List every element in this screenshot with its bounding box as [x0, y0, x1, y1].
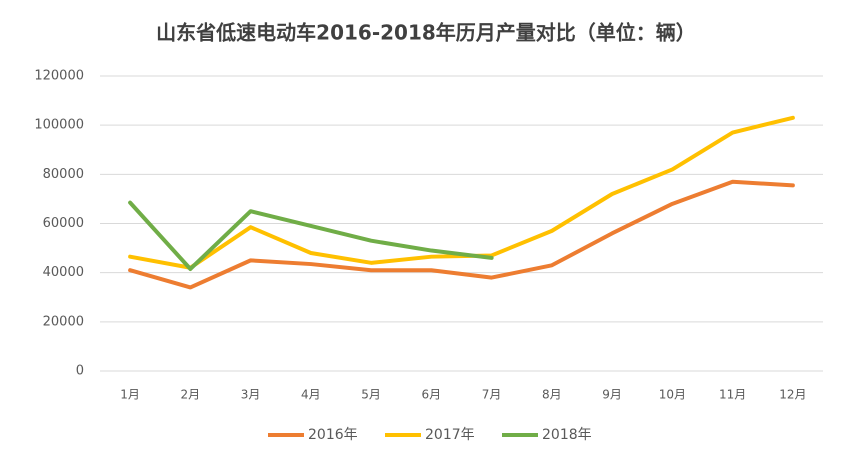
y-tick-label: 80000 — [43, 167, 84, 182]
chart-title: 山东省低速电动车2016-2018年历月产量对比（单位：辆） — [156, 21, 696, 45]
y-tick-label: 120000 — [34, 69, 84, 84]
y-tick-label: 0 — [76, 364, 84, 379]
legend-label: 2017年 — [425, 427, 475, 443]
series-line — [128, 200, 494, 271]
y-tick-label: 20000 — [43, 314, 84, 329]
x-tick-label: 3月 — [241, 388, 261, 402]
legend-label: 2018年 — [542, 427, 592, 443]
x-tick-label: 12月 — [779, 388, 806, 402]
y-tick-label: 100000 — [34, 118, 84, 133]
y-tick-label: 60000 — [43, 216, 84, 231]
x-tick-label: 6月 — [422, 388, 442, 402]
x-tick-label: 5月 — [361, 388, 381, 402]
x-tick-label: 10月 — [659, 388, 686, 402]
x-tick-label: 9月 — [602, 388, 622, 402]
y-tick-label: 40000 — [43, 265, 84, 280]
legend-label: 2016年 — [308, 427, 358, 443]
x-tick-label: 4月 — [301, 388, 321, 402]
x-tick-label: 11月 — [719, 388, 746, 402]
x-tick-label: 2月 — [181, 388, 201, 402]
x-tick-label: 7月 — [482, 388, 502, 402]
x-tick-label: 8月 — [542, 388, 562, 402]
x-tick-label: 1月 — [120, 388, 140, 402]
series-line — [128, 179, 795, 290]
